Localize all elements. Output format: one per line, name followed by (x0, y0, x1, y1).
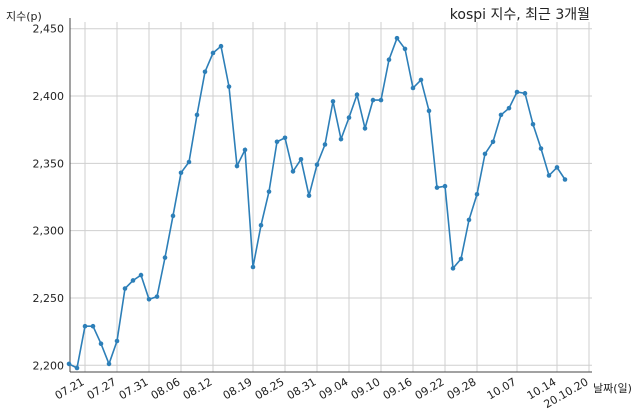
data-point (186, 159, 192, 165)
data-point (554, 165, 560, 170)
data-point (338, 136, 344, 142)
x-tick-label: 09.16 (381, 375, 415, 402)
y-tick-label: 2,200 (33, 359, 65, 372)
data-point (442, 183, 448, 189)
data-point (354, 92, 360, 97)
data-point (402, 46, 408, 52)
data-point (170, 213, 176, 219)
y-tick-label: 2,450 (33, 23, 65, 36)
x-axis-label: 날짜(일) (593, 382, 632, 395)
x-tick-label: 09.04 (317, 375, 351, 402)
data-point (194, 112, 200, 118)
data-point (450, 266, 456, 271)
data-point (258, 222, 264, 228)
data-point (522, 91, 528, 96)
data-point (434, 185, 440, 190)
data-point (122, 286, 128, 291)
data-point (106, 361, 112, 367)
x-tick-label: 08.06 (149, 375, 183, 402)
y-tick-label: 2,300 (33, 225, 65, 238)
data-point (138, 272, 144, 278)
data-point (234, 163, 240, 169)
data-point (506, 105, 512, 111)
data-point (290, 169, 296, 174)
x-tick-label: 09.28 (445, 375, 479, 402)
data-point (362, 126, 368, 131)
data-point (82, 323, 88, 329)
x-tick-label: 09.22 (413, 375, 447, 402)
data-point (306, 193, 312, 198)
x-tick-label: 08.19 (221, 375, 255, 402)
data-point (202, 69, 208, 75)
x-tick-label: 07.31 (117, 375, 151, 402)
data-point (418, 77, 424, 83)
y-tick-label: 2,400 (33, 90, 65, 103)
data-point (370, 97, 376, 103)
data-point (130, 278, 136, 283)
data-point (378, 97, 384, 103)
data-point (546, 173, 552, 178)
data-point (394, 35, 400, 41)
x-tick-label: 08.25 (253, 375, 287, 402)
y-tick-label: 2,350 (33, 157, 65, 170)
data-point (298, 157, 304, 162)
data-point (330, 99, 336, 104)
data-point (314, 162, 320, 167)
data-point (90, 323, 96, 329)
data-point (498, 112, 504, 118)
data-point (74, 365, 80, 371)
data-point (226, 84, 232, 89)
y-axis-label: 지수(p) (6, 10, 42, 23)
data-point (146, 297, 152, 302)
data-point (322, 142, 328, 147)
data-point (514, 89, 520, 95)
x-tick-label: 09.10 (349, 375, 383, 402)
data-point (266, 189, 272, 194)
x-tick-label: 07.21 (53, 375, 87, 402)
x-tick-label: 08.12 (181, 375, 215, 402)
x-tick-label: 07.27 (85, 375, 119, 402)
data-point (210, 50, 216, 56)
data-point (530, 122, 536, 127)
data-point (458, 256, 464, 262)
data-point (274, 139, 280, 145)
data-point (282, 135, 288, 141)
data-point (426, 108, 432, 114)
data-point (218, 43, 224, 49)
y-tick-label: 2,250 (33, 292, 65, 305)
data-point (466, 217, 472, 223)
data-point (98, 341, 104, 347)
x-tick-label: 10.07 (485, 375, 519, 402)
data-point (562, 177, 568, 182)
data-point (386, 57, 392, 62)
data-point (346, 115, 352, 120)
data-point (114, 338, 120, 344)
data-point (66, 361, 72, 367)
data-point (250, 264, 256, 270)
data-point (538, 146, 544, 151)
data-point (474, 192, 480, 197)
data-point (482, 151, 488, 157)
data-point (154, 294, 160, 299)
data-point (178, 170, 184, 176)
data-point (490, 139, 496, 145)
data-point (242, 147, 248, 153)
chart-title: kospi 지수, 최근 3개월 (449, 7, 590, 23)
x-tick-label: 08.31 (285, 375, 319, 402)
data-point (162, 255, 168, 260)
data-point (410, 85, 416, 91)
